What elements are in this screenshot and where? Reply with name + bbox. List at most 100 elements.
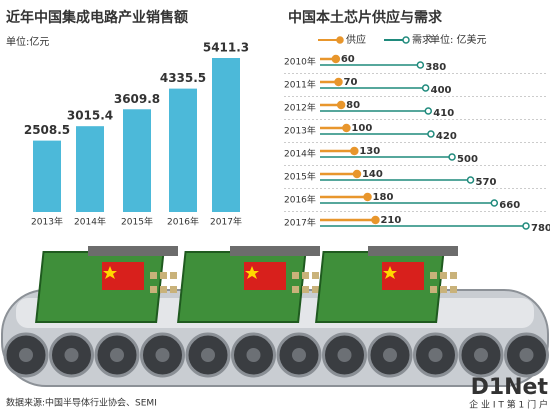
component [440,272,447,279]
source-note: 数据来源:中国半导体行业协会、SEMI [6,397,157,409]
x-tick-label: 2014年 [74,216,106,228]
roller-hub [155,348,170,362]
value-label: 130 [359,146,380,157]
component [430,272,437,279]
roller-hub [246,348,261,362]
flag-star [103,266,117,279]
lollipop-dot [490,199,499,207]
roller-hub [19,348,33,362]
roller-hub [428,348,443,362]
value-label: 3015.4 [67,109,113,123]
lollipop-dot [416,61,425,69]
lollipop-dot [424,107,433,115]
roller-hub [474,348,488,362]
value-label: 80 [346,100,360,111]
value-label: 60 [341,54,355,65]
logo-tagline: 企 业 I T 第 1 门 户 [469,399,548,411]
lollipop-dot [363,192,372,202]
y-tick-label: 2012年 [284,102,316,114]
circuit-board [315,251,445,323]
lollipop-dot [371,215,380,225]
component [170,286,177,293]
lollipop-dot [331,54,341,64]
circuit-board [35,251,165,323]
value-label: 570 [476,177,497,188]
board-chip [230,246,320,256]
value-label: 660 [499,200,520,211]
value-label: 5411.3 [203,41,249,55]
component [312,286,319,293]
roller-hub [64,348,79,362]
lollipop-dot [350,146,359,156]
component [440,286,447,293]
flag-star [245,266,259,279]
value-label: 420 [436,131,457,142]
value-label: 380 [425,62,446,73]
component [170,272,177,279]
component [160,272,167,279]
board-chip [368,246,458,256]
value-label: 3609.8 [114,92,160,106]
bar [123,109,151,212]
roller-hub [519,348,534,362]
lollipop-dot [421,84,430,92]
value-label: 70 [343,77,357,88]
value-label: 100 [351,123,372,134]
component [302,272,309,279]
component [150,286,157,293]
value-label: 2508.5 [24,123,70,137]
legend-label: 供应 [346,33,366,46]
lollipop-dot [352,169,362,179]
chart-title: 近年中国集成电路产业销售额 [6,9,188,26]
component [450,286,457,293]
value-label: 780 [531,223,550,234]
rollers [3,332,549,378]
roller-hub [292,348,306,362]
y-tick-label: 2011年 [284,79,316,91]
lollipop-dot [448,153,456,161]
value-label: 400 [431,85,452,96]
x-tick-label: 2016年 [167,216,199,228]
component [292,286,299,293]
logo: D1Net [471,375,549,400]
y-tick-label: 2013年 [284,125,316,137]
component [450,272,457,279]
component [160,286,167,293]
roller-hub [383,348,397,362]
lollipop-dot [336,100,346,110]
value-label: 140 [362,169,383,180]
component [312,272,319,279]
component [292,272,299,279]
value-label: 4335.5 [160,71,206,85]
lollipop-dot [342,123,351,133]
legend-dot [402,36,410,44]
y-tick-label: 2015年 [284,171,316,183]
circuit-board [177,251,307,323]
component [302,286,309,293]
x-tick-label: 2015年 [121,216,153,228]
x-tick-label: 2013年 [31,216,63,228]
lollipop-dot [466,176,475,184]
y-tick-label: 2016年 [284,194,316,206]
roller-hub [201,348,215,362]
value-label: 410 [433,108,454,119]
legend-label: 需求 [412,34,432,46]
chart-subtitle: 单位: 亿美元 [430,33,487,46]
component [430,286,437,293]
y-tick-label: 2014年 [284,148,316,160]
lollipop-dot [522,222,530,230]
roller-hub [110,348,124,362]
lollipop-dot [427,130,435,138]
bar [76,126,104,212]
board-chip [88,246,178,256]
lollipop-dot [334,77,343,87]
boards [35,246,458,323]
legend-dot [336,36,344,44]
value-label: 500 [457,154,478,165]
y-tick-label: 2017年 [284,217,316,229]
flag-star [383,266,397,279]
value-label: 180 [373,192,394,203]
y-tick-label: 2010年 [284,56,316,68]
bar [212,58,240,212]
